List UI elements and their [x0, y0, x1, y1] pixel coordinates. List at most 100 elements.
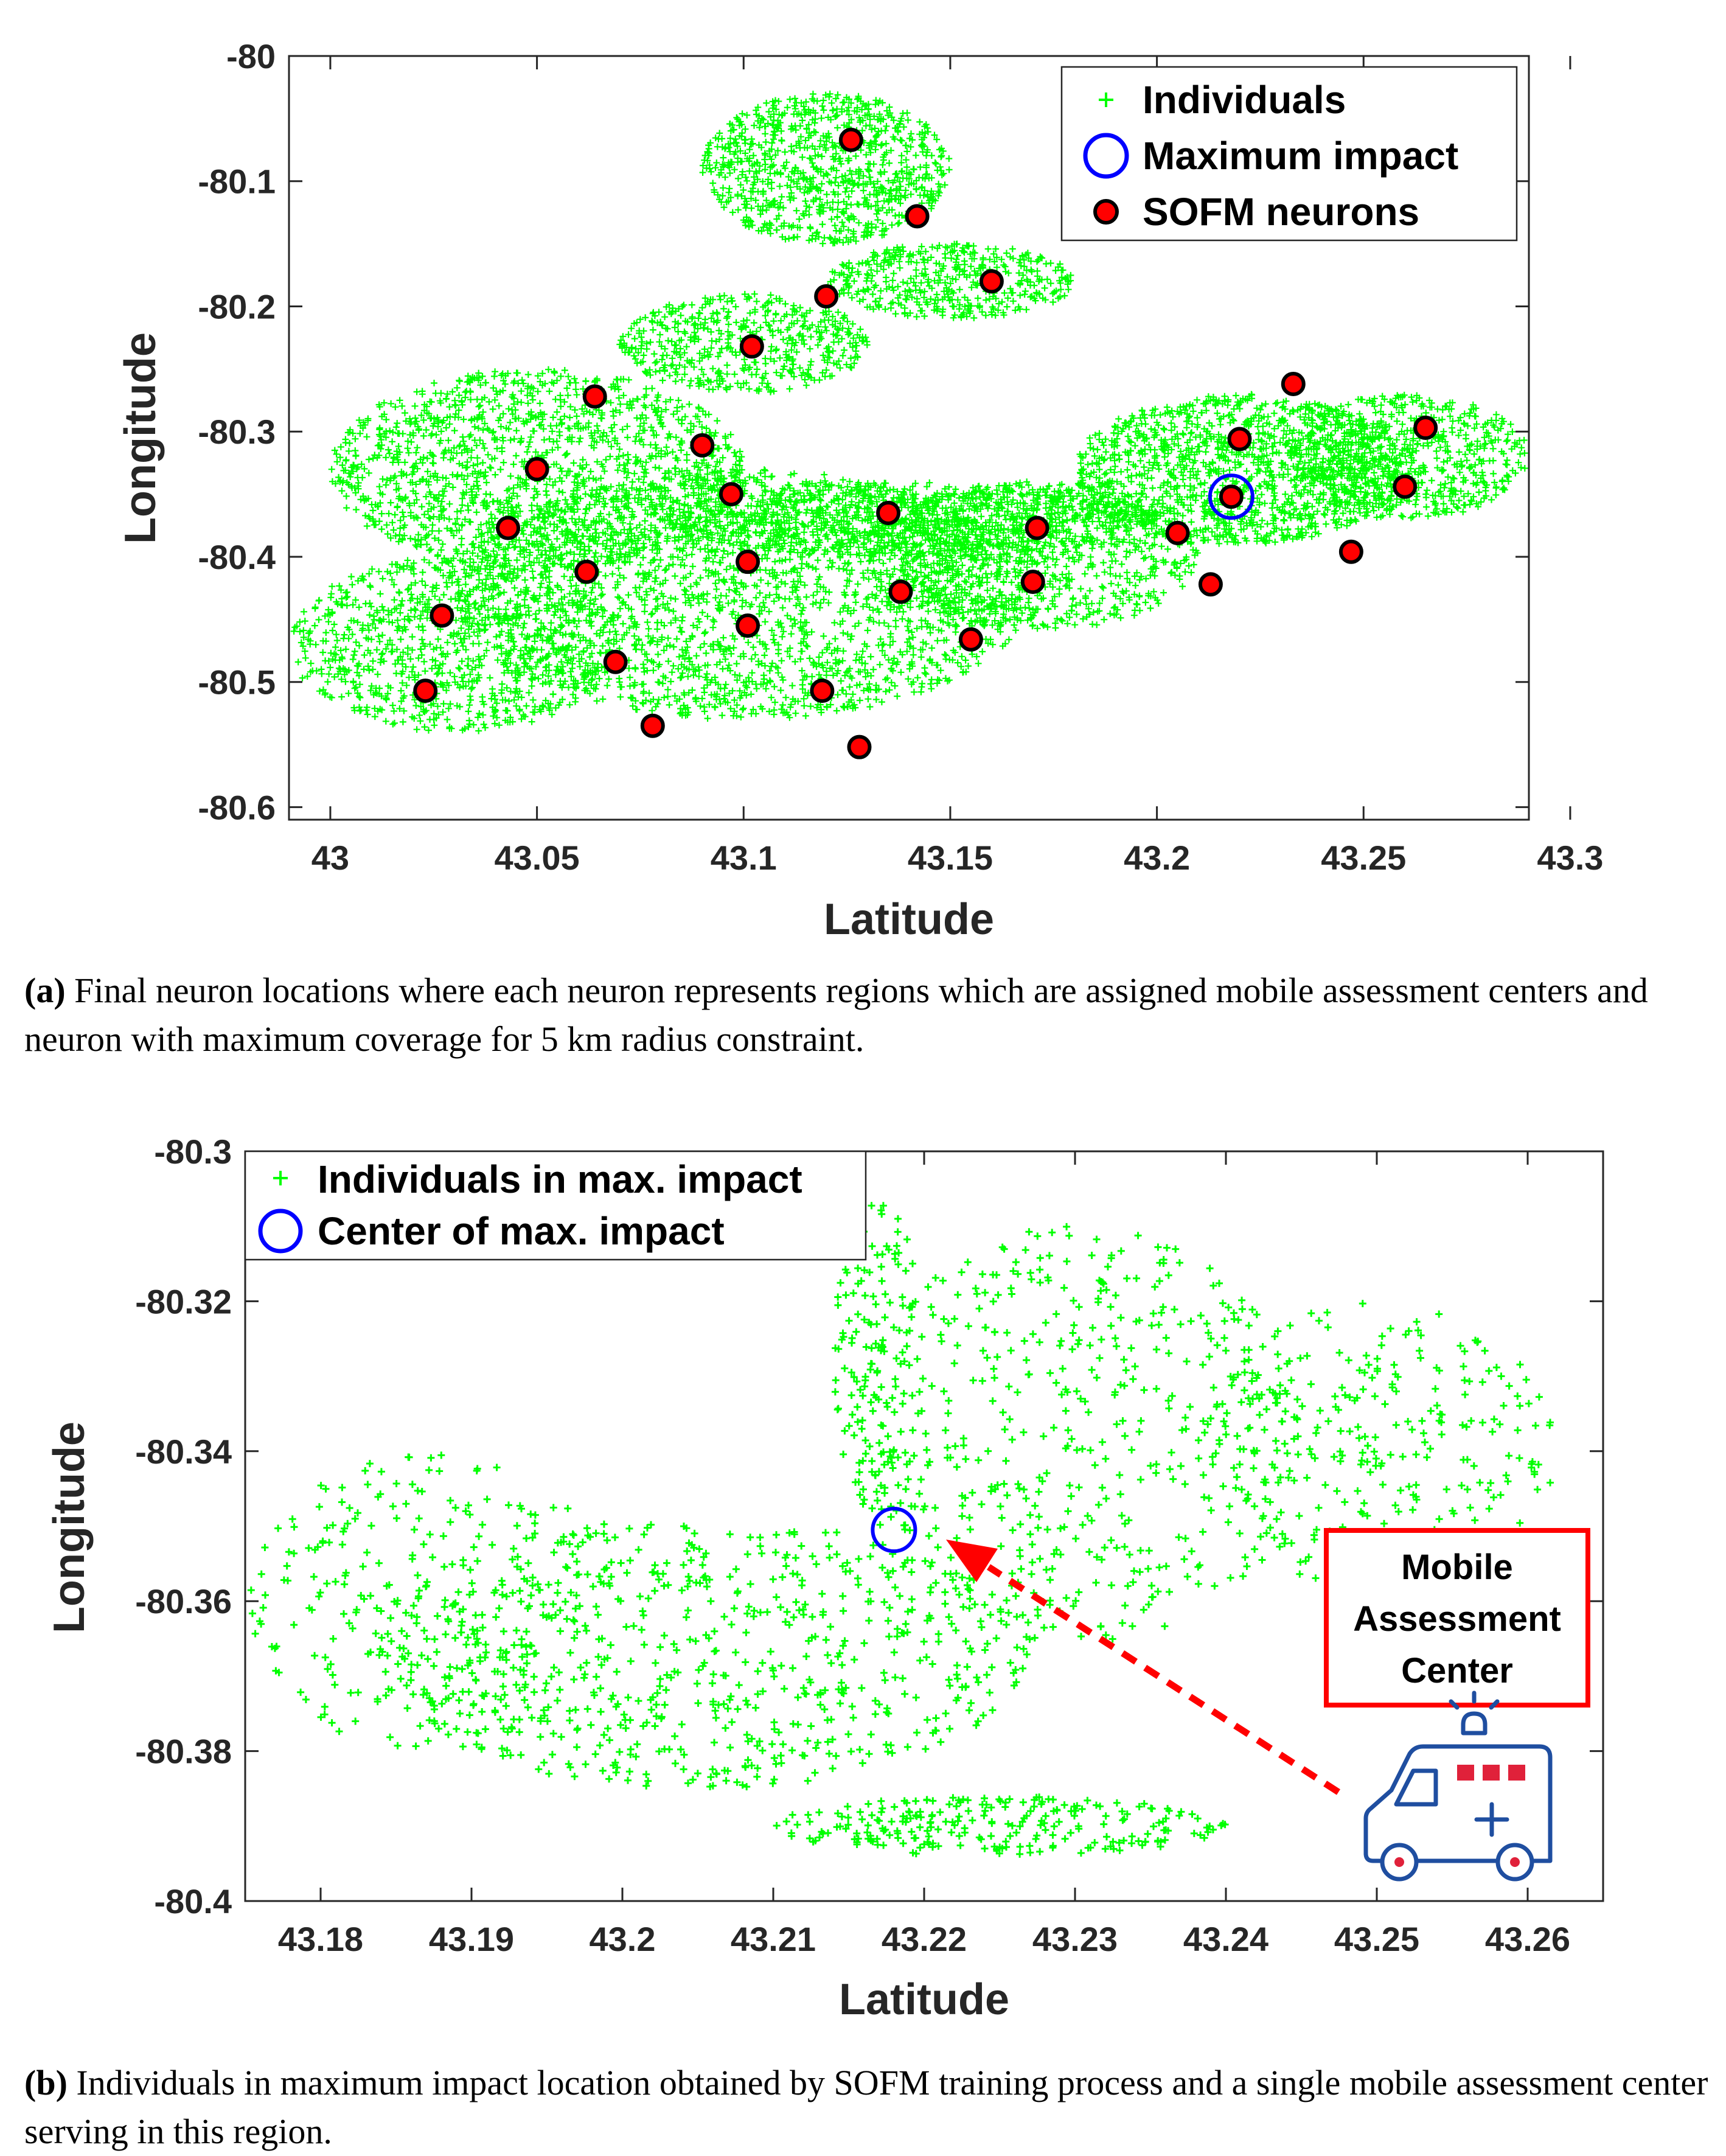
sofm-neuron-point — [1227, 427, 1252, 452]
y-ticks-b: -80.3 -80.32 -80.34 -80.36 -80.38 -80.4 — [135, 1132, 1603, 1921]
legend-marker-center-max-impact — [258, 1209, 303, 1254]
arrow-head — [946, 1540, 998, 1582]
sofm-neuron-point — [736, 549, 760, 574]
sofm-neuron-point — [524, 456, 549, 481]
y-tick-label: -80.32 — [135, 1282, 232, 1320]
sofm-neuron-point — [690, 433, 715, 458]
legend-label-center-max-impact: Center of max. impact — [318, 1209, 725, 1253]
legend-label-sofm-neurons: SOFM neurons — [1143, 190, 1419, 234]
sofm-neuron-point — [574, 559, 599, 584]
chart-panel-a: 43 43.05 43.1 43.15 43.2 43.25 43.3 -80-80.1-8… — [116, 37, 1603, 944]
x-tick-label: 43.2 — [590, 1920, 656, 1958]
x-axis-label-a: Latitude — [824, 895, 994, 944]
sofm-neuron-point — [603, 649, 628, 674]
y-axis-label-a: Longitude — [116, 332, 165, 544]
sofm-neuron-point — [1281, 372, 1306, 397]
legend-label-individuals: Individuals — [1143, 78, 1346, 122]
x-tick-label: 43.2 — [1124, 839, 1190, 877]
sofm-neuron-point — [413, 679, 438, 703]
caption-b-text: Individuals in maximum impact location o… — [24, 2063, 1708, 2151]
sofm-neuron-point — [979, 269, 1004, 294]
legend-b: Individuals in max. impact Center of max… — [244, 1150, 867, 1261]
y-tick-label: -80.1 — [198, 162, 276, 201]
y-tick-label: -80.3 — [198, 413, 276, 451]
annotation-box — [1324, 1528, 1590, 1708]
y-tick-label: -80.3 — [154, 1132, 232, 1171]
caption-b: (b) Individuals in maximum impact locati… — [24, 2059, 1716, 2156]
x-ticks-b: 43.18 43.19 43.2 43.21 43.22 43.23 43.24 43.25 4… — [278, 1151, 1570, 1958]
sofm-neuron-point — [847, 734, 872, 759]
sofm-neuron-point — [888, 579, 913, 604]
legend-label-individuals-max-impact: Individuals in max. impact — [318, 1157, 802, 1201]
plot-area-b — [245, 1151, 1603, 1901]
y-tick-label: -80.4 — [198, 538, 276, 576]
x-ticks-a: 43 43.05 43.1 43.15 43.2 43.25 43.3 — [311, 56, 1603, 877]
sofm-neuron-point — [814, 284, 839, 309]
legend-marker-individuals — [1099, 92, 1113, 107]
annotation-line-2: Assessment — [1353, 1599, 1561, 1639]
sofm-neuron-point — [876, 500, 901, 525]
y-tick-label: -80.38 — [135, 1732, 232, 1771]
max-impact-circle — [871, 1507, 917, 1554]
sofm-neuron-point — [810, 679, 835, 703]
sofm-neuron-point — [838, 127, 863, 152]
caption-a-label: (a) — [24, 971, 66, 1010]
annotation-line-1: Mobile — [1401, 1547, 1513, 1587]
sofm-neuron-point — [640, 713, 665, 738]
center-of-max-impact-b — [871, 1507, 917, 1554]
axes-box-a — [288, 55, 1530, 821]
individuals-points-a — [290, 90, 1528, 734]
maximum-impact-a — [1208, 473, 1254, 520]
x-axis-label-b: Latitude — [839, 1975, 1009, 2024]
y-tick-label: -80.36 — [135, 1582, 232, 1620]
chart-panel-b: 43.18 43.19 43.2 43.21 43.22 43.23 43.24 43.25 4… — [45, 1132, 1604, 2024]
x-tick-label: 43.26 — [1485, 1920, 1570, 1958]
caption-a: (a) Final neuron locations where each ne… — [24, 966, 1716, 1064]
individual-point-cloud — [290, 90, 1528, 734]
x-tick-label: 43.3 — [1537, 839, 1603, 877]
legend-marker-individuals-max-impact — [273, 1171, 288, 1185]
x-tick-label: 43.23 — [1032, 1920, 1118, 1958]
sofm-neuron-point — [1413, 416, 1438, 441]
x-tick-label: 43.15 — [908, 839, 993, 877]
sofm-neuron-point — [582, 384, 607, 409]
sofm-neuron-point — [1198, 572, 1223, 597]
y-tick-label: -80 — [226, 37, 276, 75]
y-tick-label: -80.6 — [198, 788, 276, 826]
annotation-line-3: Center — [1401, 1651, 1513, 1690]
ambulance-icon — [1363, 1690, 1553, 1882]
sofm-neuron-point — [719, 482, 743, 507]
sofm-neuron-point — [739, 334, 764, 359]
y-tick-label: -80.4 — [154, 1882, 232, 1921]
sofm-neuron-point — [1165, 520, 1190, 545]
x-tick-label: 43.24 — [1183, 1920, 1268, 1958]
sofm-neuron-point — [1338, 539, 1363, 564]
y-ticks-a: -80 -80.1 -80.2 -80.3 -80.4 -80.5 -80.6 — [198, 37, 1529, 826]
sofm-neuron-point — [496, 515, 521, 540]
sofm-neuron-point — [1025, 515, 1049, 540]
y-axis-label-b: Longitude — [45, 1422, 94, 1633]
y-tick-label: -80.5 — [198, 663, 276, 702]
sofm-neuron-point — [430, 603, 454, 628]
x-tick-label: 43.25 — [1334, 1920, 1419, 1958]
x-tick-label: 43.21 — [731, 1920, 816, 1958]
sofm-neuron-point — [905, 204, 930, 229]
sofm-neuron-point — [1393, 474, 1418, 499]
y-tick-label: -80.2 — [198, 287, 276, 326]
legend-a: Individuals Maximum impact SOFM neurons — [1060, 66, 1518, 242]
max-impact-circle — [1208, 473, 1254, 520]
x-tick-label: 43.19 — [429, 1920, 514, 1958]
y-tick-label: -80.34 — [135, 1432, 232, 1471]
sofm-neuron-point — [736, 613, 760, 638]
individual-point-cloud — [247, 1202, 1554, 1858]
legend-marker-maximum-impact — [1083, 133, 1129, 179]
sofm-neuron-point — [1020, 570, 1045, 595]
x-tick-label: 43.18 — [278, 1920, 363, 1958]
caption-b-label: (b) — [24, 2063, 68, 2102]
legend-label-maximum-impact: Maximum impact — [1143, 134, 1458, 178]
x-tick-label: 43.05 — [495, 839, 580, 877]
arrow-line — [946, 1540, 1340, 1795]
x-tick-label: 43.1 — [711, 839, 777, 877]
mobile-assessment-center-annotation: Mobile Assessment Center — [946, 1528, 1590, 1882]
